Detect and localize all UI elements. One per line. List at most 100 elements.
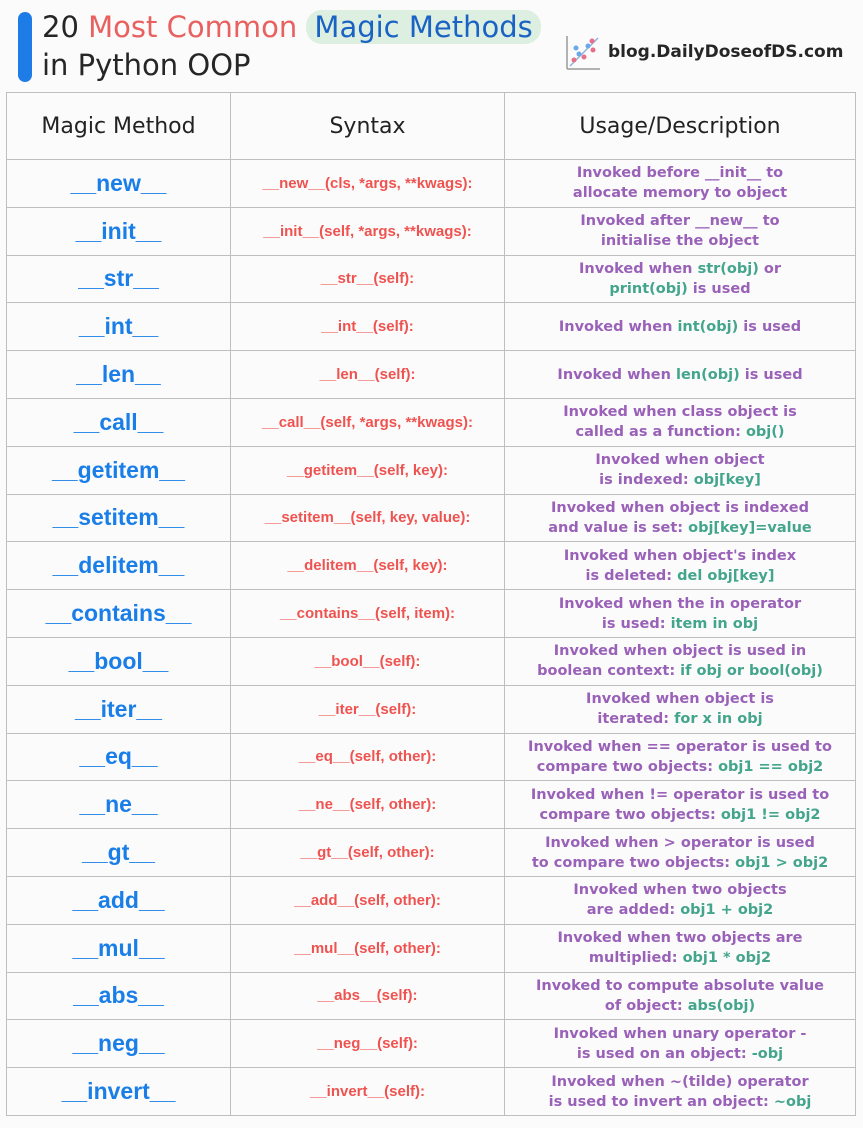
method-name: __ne__ <box>6 780 231 830</box>
table-row: __init__ __init__(self, *args, **kwags): I… <box>6 206 856 256</box>
table-header-row: Magic Method Syntax Usage/Description <box>6 92 856 160</box>
description-code: obj[key]=value <box>688 519 812 536</box>
table-row: __iter__ __iter__(self): Invoked when obje… <box>6 684 856 734</box>
method-name: __call__ <box>6 397 231 447</box>
method-syntax: __contains__(self, item): <box>230 589 505 638</box>
table-row: __neg__ __neg__(self): Invoked when unary … <box>6 1019 856 1069</box>
table-row: __ne__ __ne__(self, other): Invoked when !… <box>6 780 856 830</box>
description-text: Invoked when two objects are <box>557 930 803 947</box>
description-text: allocate memory to object <box>572 185 788 202</box>
description-text: Invoked when object <box>595 452 765 469</box>
header-syntax: Syntax <box>230 92 505 160</box>
table-row: __setitem__ __setitem__(self, key, value)… <box>6 493 856 543</box>
description-text: Invoked when two objects <box>573 882 787 899</box>
description-text: initialise the object <box>600 233 760 250</box>
table-row: __getitem__ __getitem__(self, key): Invoke… <box>6 445 856 495</box>
method-name: __neg__ <box>6 1019 231 1069</box>
table-row: __contains__ __contains__(self, item): Inv… <box>6 589 856 638</box>
description-text: is deleted: <box>585 567 678 584</box>
description-code: obj1 > obj2 <box>735 854 829 871</box>
description-text: Invoked when class object is <box>563 404 797 421</box>
description-text: Invoked when == operator is used to <box>528 738 832 755</box>
table-row: __eq__ __eq__(self, other): Invoked when =… <box>6 732 856 782</box>
description-code: str(obj) <box>697 260 759 277</box>
method-syntax: __mul__(self, other): <box>230 923 505 973</box>
description-text: to compare two objects: <box>531 854 736 871</box>
method-description: Invoked when object's index is deleted: d… <box>504 541 856 591</box>
method-name: __eq__ <box>6 732 231 782</box>
description-text: iterated: <box>597 711 675 728</box>
description-text: Invoked when <box>578 260 698 277</box>
method-syntax: __gt__(self, other): <box>230 828 505 877</box>
description-text: Invoked before __init__ to <box>576 165 784 182</box>
method-name: __setitem__ <box>6 493 231 543</box>
description-text: called as a function: <box>575 424 746 441</box>
description-code: print(obj) <box>609 280 688 297</box>
method-description: Invoked when int(obj) is used <box>504 302 856 352</box>
header: 20 Most Common Magic Methods in Python O… <box>0 0 863 90</box>
description-text: is used to invert an object: <box>548 1093 774 1110</box>
method-syntax: __eq__(self, other): <box>230 732 505 782</box>
description-text: is indexed: <box>599 472 694 489</box>
method-description: Invoked when object is indexed: obj[key] <box>504 445 856 495</box>
method-name: __abs__ <box>6 971 231 1021</box>
description-text: Invoked when > operator is used <box>545 834 815 851</box>
table-row: __int__ __int__(self): Invoked when int(ob… <box>6 302 856 352</box>
description-text: Invoked after __new__ to <box>580 213 780 230</box>
description-code: if obj or bool(obj) <box>680 663 823 680</box>
description-code: obj() <box>745 424 785 441</box>
description-code: obj1 != obj2 <box>720 806 821 823</box>
table-body: __new__ __new__(cls, *args, **kwags): Invo… <box>6 159 856 1116</box>
table-row: __abs__ __abs__(self): Invoked to compute … <box>6 971 856 1021</box>
description-code: for x in obj <box>674 711 763 728</box>
brand-url: blog.DailyDoseofDS.com <box>608 42 844 62</box>
method-description: Invoked when two objects are multiplied: … <box>504 923 856 973</box>
method-description: Invoked to compute absolute value of obje… <box>504 971 856 1021</box>
description-code: int(obj) <box>677 318 739 335</box>
description-text: is used: <box>601 615 671 632</box>
method-syntax: __invert__(self): <box>230 1067 505 1116</box>
description-text: is used on an object: <box>576 1045 752 1062</box>
method-syntax: __delitem__(self, key): <box>230 541 505 591</box>
method-syntax: __add__(self, other): <box>230 875 505 925</box>
description-text: Invoked when ~(tilde) operator <box>551 1073 809 1090</box>
method-description: Invoked when class object is called as a … <box>504 397 856 447</box>
description-text: Invoked when != operator is used to <box>530 786 830 803</box>
description-text: Invoked when <box>557 366 676 383</box>
method-syntax: __call__(self, *args, **kwags): <box>230 397 505 447</box>
method-name: __invert__ <box>6 1067 231 1116</box>
method-syntax: __setitem__(self, key, value): <box>230 493 505 543</box>
method-syntax: __ne__(self, other): <box>230 780 505 830</box>
method-name: __mul__ <box>6 923 231 973</box>
description-text: is used <box>687 280 751 297</box>
table-row: __add__ __add__(self, other): Invoked when… <box>6 875 856 925</box>
description-text: boolean context: <box>537 663 681 680</box>
description-text: is used <box>738 318 802 335</box>
method-description: Invoked when > operator is used to compar… <box>504 828 856 877</box>
method-syntax: __int__(self): <box>230 302 505 352</box>
method-description: Invoked when the in operator is used: ite… <box>504 589 856 638</box>
method-syntax: __len__(self): <box>230 350 505 399</box>
description-text: compare two objects: <box>539 806 721 823</box>
table-row: __bool__ __bool__(self): Invoked when obje… <box>6 636 856 686</box>
description-text: Invoked when object is indexed <box>550 499 809 516</box>
magic-methods-table: Magic Method Syntax Usage/Description __… <box>6 92 856 1116</box>
description-code: obj[key] <box>693 472 761 489</box>
description-text: Invoked when <box>558 318 678 335</box>
description-text: Invoked to compute absolute value <box>536 977 824 994</box>
title-highlight-blue: Magic Methods <box>306 10 541 44</box>
method-name: __iter__ <box>6 684 231 734</box>
method-syntax: __init__(self, *args, **kwags): <box>230 206 505 256</box>
description-text: Invoked when object is used in <box>553 643 807 660</box>
scatter-logo-icon <box>566 36 600 70</box>
table-row: __mul__ __mul__(self, other): Invoked when… <box>6 923 856 973</box>
header-magic-method: Magic Method <box>6 92 231 160</box>
description-text: are added: <box>586 902 681 919</box>
method-description: Invoked when ~(tilde) operator is used to… <box>504 1067 856 1116</box>
method-description: Invoked after __new__ to initialise the o… <box>504 206 856 256</box>
method-syntax: __new__(cls, *args, **kwags): <box>230 159 505 208</box>
method-name: __add__ <box>6 875 231 925</box>
method-name: __str__ <box>6 254 231 304</box>
description-code: obj1 + obj2 <box>680 902 774 919</box>
method-description: Invoked when str(obj) or print(obj) is us… <box>504 254 856 304</box>
